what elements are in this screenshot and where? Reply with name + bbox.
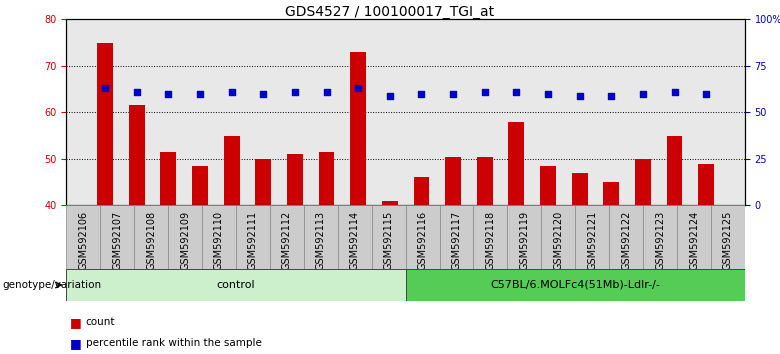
Bar [509,122,524,205]
Bar [677,205,711,269]
Text: GSM592118: GSM592118 [485,210,495,269]
Text: GSM592110: GSM592110 [214,210,224,269]
Bar [477,156,493,205]
Bar [236,205,270,269]
Point [321,89,333,95]
Bar [134,205,168,269]
Text: GSM592119: GSM592119 [519,210,530,269]
Bar [350,52,366,205]
Text: GSM592115: GSM592115 [384,210,394,270]
Bar [202,205,236,269]
Point [447,91,459,97]
Text: percentile rank within the sample: percentile rank within the sample [86,338,261,348]
Text: GSM592108: GSM592108 [146,210,156,269]
Bar [540,166,556,205]
Bar [445,156,461,205]
Bar [161,152,176,205]
Text: genotype/variation: genotype/variation [2,280,101,290]
Bar [318,152,335,205]
Text: GSM592123: GSM592123 [655,210,665,270]
Point [542,91,555,97]
Text: ■: ■ [70,337,82,350]
Bar [255,159,271,205]
Bar [406,205,440,269]
Point [605,93,618,98]
Bar [287,154,303,205]
Text: GSM592116: GSM592116 [417,210,427,269]
Bar [101,205,134,269]
Text: count: count [86,317,115,327]
Bar [168,205,202,269]
Text: GSM592107: GSM592107 [112,210,122,270]
Text: GSM592113: GSM592113 [316,210,326,269]
Bar [711,205,745,269]
Text: GSM592121: GSM592121 [587,210,597,270]
Text: GSM592122: GSM592122 [621,210,631,270]
Bar [371,205,406,269]
Bar [698,164,714,205]
Bar [98,43,113,205]
Bar [224,136,239,205]
Bar [635,159,651,205]
Text: GSM592111: GSM592111 [248,210,258,269]
Bar [406,269,745,301]
Text: GSM592114: GSM592114 [349,210,360,269]
Bar [643,205,677,269]
Text: GDS4527 / 100100017_TGI_at: GDS4527 / 100100017_TGI_at [285,5,495,19]
Bar [609,205,643,269]
Bar [572,173,587,205]
Point [415,91,427,97]
Bar [507,205,541,269]
Point [700,91,712,97]
Point [384,93,396,98]
Text: GSM592125: GSM592125 [723,210,733,270]
Bar [576,205,609,269]
Point [668,89,681,95]
Point [193,91,206,97]
Point [636,91,649,97]
Point [225,89,238,95]
Text: GSM592117: GSM592117 [452,210,462,270]
Text: control: control [217,280,255,290]
Point [162,91,175,97]
Text: GSM592124: GSM592124 [689,210,699,270]
Bar [603,182,619,205]
Point [352,85,364,91]
Text: C57BL/6.MOLFc4(51Mb)-Ldlr-/-: C57BL/6.MOLFc4(51Mb)-Ldlr-/- [491,280,660,290]
Bar [270,205,304,269]
Bar [541,205,576,269]
Text: GSM592112: GSM592112 [282,210,292,270]
Bar [66,269,406,301]
Point [289,89,301,95]
Bar [338,205,372,269]
Bar [304,205,338,269]
Point [478,89,491,95]
Point [257,91,269,97]
Text: GSM592106: GSM592106 [78,210,88,269]
Bar [413,177,429,205]
Bar [440,205,473,269]
Text: GSM592109: GSM592109 [180,210,190,269]
Bar [192,166,208,205]
Text: GSM592120: GSM592120 [553,210,563,270]
Text: ■: ■ [70,316,82,329]
Bar [667,136,682,205]
Point [510,89,523,95]
Bar [382,201,398,205]
Point [130,89,143,95]
Point [573,93,586,98]
Bar [129,105,144,205]
Bar [473,205,508,269]
Bar [66,205,101,269]
Point [99,85,112,91]
